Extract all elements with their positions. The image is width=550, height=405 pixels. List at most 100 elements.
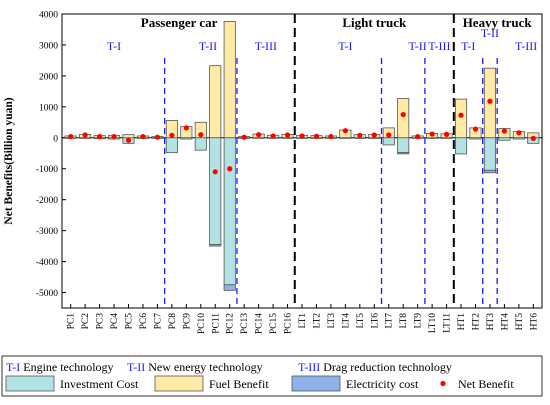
net-benefit-point xyxy=(96,133,103,140)
x-tick-label: PC1 xyxy=(67,313,77,330)
x-tick-label: PC5 xyxy=(125,313,135,330)
group-title: Light truck xyxy=(342,15,407,30)
net-benefit-point xyxy=(371,132,377,138)
legend-series-label: Electricity cost xyxy=(346,377,419,391)
fuel-benefit-bar xyxy=(223,21,236,139)
electricity-cost-bar xyxy=(223,284,236,291)
group-title: Passenger car xyxy=(141,15,218,30)
x-tick-label: PC6 xyxy=(139,313,149,330)
y-tick-label: -3000 xyxy=(36,227,58,237)
x-tick-label: PC8 xyxy=(168,313,178,330)
x-tick-label: PC14 xyxy=(255,313,265,334)
investment-cost-bar xyxy=(281,137,294,139)
legend-series-label: Investment Cost xyxy=(60,377,139,391)
net-benefit-point xyxy=(241,134,247,140)
net-benefit-point xyxy=(82,132,88,138)
x-tick-label: PC13 xyxy=(240,313,250,334)
net-benefit-point xyxy=(516,130,522,136)
y-tick-label: -5000 xyxy=(36,289,58,299)
tech-label: T-I xyxy=(338,39,352,53)
legend-box xyxy=(1,355,543,397)
investment-cost-bar xyxy=(454,137,468,155)
legend-swatch xyxy=(154,375,204,392)
investment-cost-bar xyxy=(440,137,453,139)
net-benefit-point xyxy=(357,132,363,138)
net-benefit-point xyxy=(443,131,450,137)
x-tick-label: HT6 xyxy=(529,313,539,331)
x-tick-label: PC4 xyxy=(110,313,120,330)
net-benefit-point xyxy=(140,133,146,140)
tech-label: T-II xyxy=(199,39,217,53)
fuel-benefit-bar xyxy=(122,134,135,139)
investment-cost-bar xyxy=(194,137,207,151)
net-benefit-point xyxy=(342,128,348,134)
investment-cost-bar xyxy=(165,137,178,154)
x-tick-label: HT5 xyxy=(515,313,525,331)
x-tick-label: LT1 xyxy=(298,313,308,329)
x-tick-label: LT6 xyxy=(370,313,380,329)
investment-cost-bar xyxy=(252,137,265,139)
investment-cost-bar xyxy=(498,137,511,141)
x-tick-label: LT4 xyxy=(341,313,351,329)
fuel-benefit-bar xyxy=(454,98,468,139)
tech-label: T-II xyxy=(481,26,499,40)
x-tick-label: LT3 xyxy=(327,313,337,329)
net-benefit-point xyxy=(212,169,218,175)
net-benefit-point xyxy=(328,133,334,140)
net-benefit-point xyxy=(270,133,276,139)
net-benefit-point xyxy=(458,112,464,118)
investment-cost-bar xyxy=(209,137,222,245)
x-tick-label: HT1 xyxy=(457,313,467,331)
net-benefit-point xyxy=(313,133,320,139)
legend-tech-entry: T-I Engine technology xyxy=(6,360,114,374)
net-benefit-point xyxy=(111,133,117,140)
x-tick-label: LT9 xyxy=(414,313,424,329)
y-axis-label: Net Benefits(Billion yuan) xyxy=(3,97,15,224)
x-tick-label: PC3 xyxy=(96,313,106,330)
net-benefit-point xyxy=(68,133,74,140)
tech-label: T-III xyxy=(515,39,537,53)
fuel-benefit-bar xyxy=(209,65,222,139)
investment-cost-bar xyxy=(368,137,381,139)
investment-cost-bar xyxy=(180,137,193,140)
x-tick-label: PC12 xyxy=(226,313,236,334)
x-tick-label: LT2 xyxy=(312,313,322,329)
x-tick-label: HT4 xyxy=(500,313,510,331)
x-tick-label: PC9 xyxy=(182,313,192,330)
net-benefit-point xyxy=(198,132,204,138)
legend-tech-entry: T-III Drag reduction technology xyxy=(298,360,452,374)
x-tick-label: LT10 xyxy=(428,313,438,333)
y-tick-label: 1000 xyxy=(39,103,58,113)
x-tick-label: LT11 xyxy=(443,313,453,333)
investment-cost-bar xyxy=(339,137,352,139)
net-benefit-point xyxy=(429,131,435,137)
tech-label: T-III xyxy=(428,39,450,53)
electricity-cost-bar xyxy=(483,169,496,174)
legend-tech-entry: T-II New energy technology xyxy=(127,360,263,374)
electricity-cost-bar xyxy=(209,244,222,247)
x-tick-label: HT3 xyxy=(486,313,496,331)
tech-label: T-I xyxy=(107,39,121,53)
y-tick-label: -2000 xyxy=(36,196,58,206)
plot-frame xyxy=(61,13,543,309)
net-benefit-point xyxy=(154,134,161,140)
net-benefit-point xyxy=(169,132,175,138)
investment-cost-bar xyxy=(483,137,496,171)
x-tick-label: PC15 xyxy=(269,313,279,334)
x-tick-label: PC10 xyxy=(197,313,207,334)
net-benefit-point xyxy=(386,132,392,138)
investment-cost-bar xyxy=(397,137,410,154)
net-benefit-point xyxy=(501,128,508,134)
legend-series-label: Fuel Benefit xyxy=(209,377,269,391)
x-tick-label: LT8 xyxy=(399,313,409,329)
legend-swatch xyxy=(291,375,341,392)
x-tick-label: PC2 xyxy=(81,313,91,330)
investment-cost-bar xyxy=(469,137,482,140)
net-benefit-point xyxy=(487,98,493,104)
x-tick-label: LT5 xyxy=(356,313,366,329)
net-benefit-point xyxy=(284,132,291,138)
x-tick-label: PC16 xyxy=(284,313,294,334)
net-benefit-point xyxy=(227,166,233,172)
